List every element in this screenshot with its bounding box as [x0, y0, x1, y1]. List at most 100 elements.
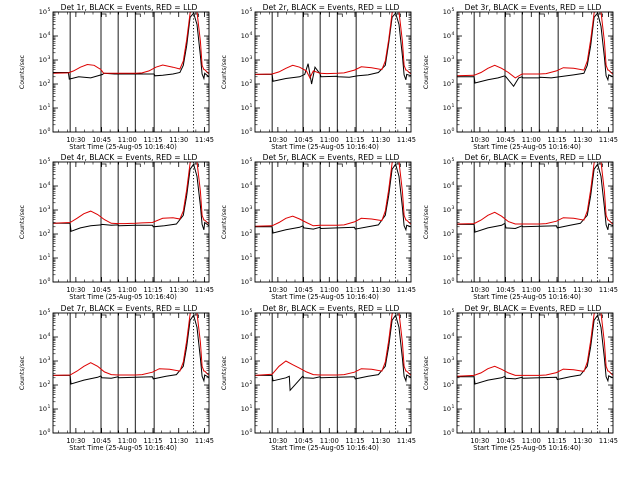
x-tick-label: 10:45 [496, 437, 515, 445]
x-tick-label: 10:45 [294, 286, 313, 294]
x-axis-label: Start Time (25-Aug-05 10:16:40) [271, 444, 379, 452]
plot-frame [456, 312, 614, 434]
x-tick-label: 11:30 [169, 286, 188, 294]
x-tick-label: 11:30 [371, 437, 390, 445]
marker-tab [193, 13, 199, 17]
x-tick-label: 10:45 [92, 437, 111, 445]
y-tick-label: 10 [443, 128, 451, 136]
y-tick-exponent: 3 [250, 205, 253, 211]
y-tick-label: 10 [443, 254, 451, 262]
marker-tab [505, 163, 511, 167]
y-tick-exponent: 0 [250, 127, 253, 133]
y-tick-exponent: 4 [48, 181, 51, 187]
y-tick-exponent: 1 [48, 103, 51, 109]
marker-tab [337, 314, 343, 318]
x-tick-label: 10:30 [268, 286, 287, 294]
marker-tab [395, 314, 401, 318]
y-tick-label: 10 [443, 32, 451, 40]
y-tick-exponent: 1 [250, 103, 253, 109]
y-tick-label: 10 [39, 278, 47, 286]
x-tick-label: 11:45 [599, 437, 618, 445]
marker-tab [193, 163, 199, 167]
y-tick-exponent: 0 [452, 127, 455, 133]
y-tick-exponent: 2 [48, 79, 51, 85]
x-tick-label: 10:30 [268, 136, 287, 144]
y-tick-exponent: 4 [250, 181, 253, 187]
x-tick-label: 11:00 [320, 286, 339, 294]
panel-title: Det 3r, BLACK = Events, RED = LLD [465, 3, 602, 12]
marker-tab [135, 314, 141, 318]
y-tick-label: 10 [241, 230, 249, 238]
panel-title: Det 1r, BLACK = Events, RED = LLD [61, 3, 198, 12]
y-tick-exponent: 0 [48, 127, 51, 133]
x-axis-label: Start Time (25-Aug-05 10:16:40) [473, 143, 581, 151]
x-tick-label: 10:30 [470, 437, 489, 445]
x-tick-label: 11:00 [522, 437, 541, 445]
x-tick-label: 11:15 [143, 286, 162, 294]
y-axis-label: Counts/sec [19, 204, 26, 239]
y-tick-exponent: 4 [452, 31, 455, 37]
y-tick-label: 10 [39, 158, 47, 166]
x-tick-label: 11:30 [371, 286, 390, 294]
y-tick-exponent: 5 [452, 308, 455, 314]
plot-frame [52, 312, 210, 434]
y-tick-label: 10 [241, 80, 249, 88]
y-tick-exponent: 2 [452, 79, 455, 85]
x-axis-label: Start Time (25-Aug-05 10:16:40) [69, 444, 177, 452]
marker-tab [303, 13, 309, 17]
y-tick-exponent: 2 [48, 380, 51, 386]
x-tick-label: 11:45 [397, 136, 416, 144]
y-tick-label: 10 [39, 206, 47, 214]
marker-tab [597, 13, 603, 17]
y-axis-label: Counts/sec [19, 54, 26, 89]
x-axis-label: Start Time (25-Aug-05 10:16:40) [473, 293, 581, 301]
y-tick-label: 10 [443, 429, 451, 437]
series-red-line [53, 162, 209, 225]
y-tick-label: 10 [241, 32, 249, 40]
x-tick-label: 10:30 [268, 437, 287, 445]
marker-tab [539, 163, 545, 167]
y-tick-label: 10 [241, 182, 249, 190]
y-tick-label: 10 [241, 158, 249, 166]
marker-tab [193, 314, 199, 318]
y-tick-exponent: 5 [48, 308, 51, 314]
panel-title: Det 7r, BLACK = Events, RED = LLD [61, 304, 198, 313]
x-tick-label: 11:15 [345, 136, 364, 144]
y-tick-exponent: 2 [250, 380, 253, 386]
marker-tab [539, 13, 545, 17]
x-tick-label: 10:30 [66, 437, 85, 445]
y-tick-exponent: 5 [452, 157, 455, 163]
y-tick-exponent: 3 [452, 205, 455, 211]
plot-frame [456, 161, 614, 283]
y-axis-label: Counts/sec [221, 54, 228, 89]
panel-title: Det 8r, BLACK = Events, RED = LLD [263, 304, 400, 313]
marker-tab [303, 163, 309, 167]
y-tick-exponent: 5 [250, 308, 253, 314]
marker-tab [505, 13, 511, 17]
x-tick-label: 11:15 [143, 437, 162, 445]
x-tick-label: 11:45 [195, 286, 214, 294]
y-tick-exponent: 1 [452, 404, 455, 410]
y-tick-exponent: 4 [250, 332, 253, 338]
y-tick-exponent: 4 [48, 31, 51, 37]
y-tick-label: 10 [241, 104, 249, 112]
x-tick-label: 10:45 [496, 136, 515, 144]
y-tick-label: 10 [39, 128, 47, 136]
x-tick-label: 10:45 [496, 286, 515, 294]
x-tick-label: 10:45 [92, 286, 111, 294]
y-tick-label: 10 [443, 158, 451, 166]
y-tick-label: 10 [443, 381, 451, 389]
y-tick-exponent: 3 [48, 205, 51, 211]
y-axis-label: Counts/sec [423, 54, 430, 89]
y-tick-exponent: 0 [452, 428, 455, 434]
marker-tab [303, 314, 309, 318]
panel-title: Det 5r, BLACK = Events, RED = LLD [263, 153, 400, 162]
y-tick-label: 10 [241, 128, 249, 136]
x-tick-label: 11:30 [371, 136, 390, 144]
y-tick-label: 10 [39, 8, 47, 16]
marker-tab [395, 163, 401, 167]
